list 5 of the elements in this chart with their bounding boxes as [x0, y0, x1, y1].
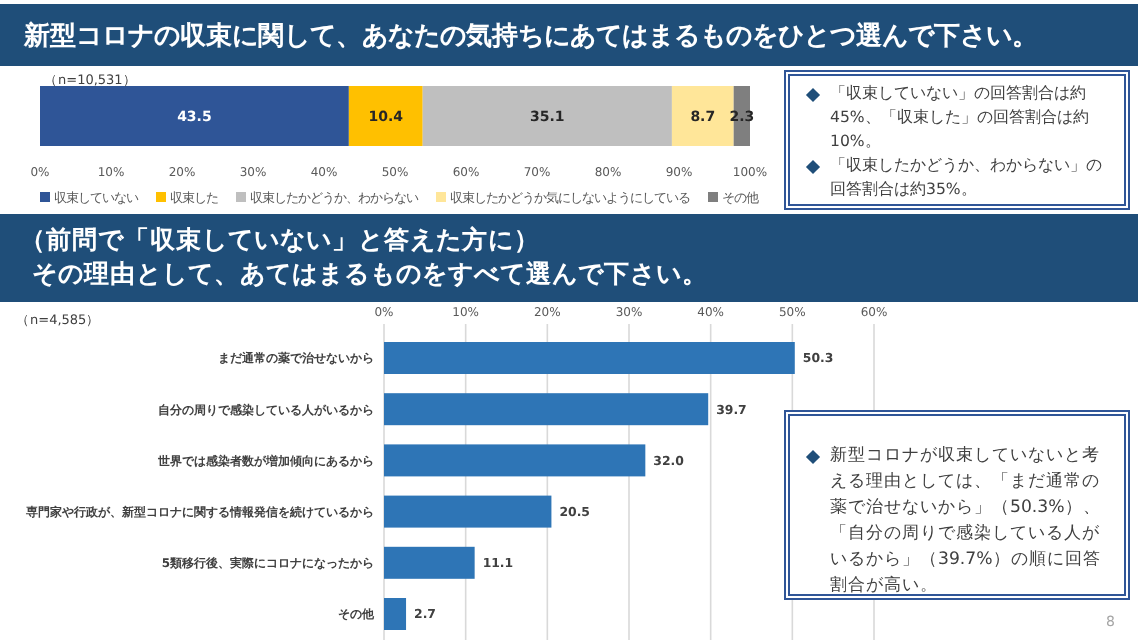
annotation: 新型コロナが収束していないと考える理由としては、「まだ通常の薬で治せないから」（50.3%）、「自分の周りで感染している人がいるから」（39.7%）の順に回答割合が高い。 — [830, 446, 1101, 596]
chart-title: （前問で「収束していない」と答えた方に） — [20, 224, 542, 258]
chart-subtitle: その理由として、あてはまるものをすべて選んで下さい。 — [30, 258, 710, 292]
picture-note-box: 新型コロナが収束していないと考える理由としては、「まだ通常の薬で治せないから」（50.3%）、「自分の周りで感染している人がいるから」（39.7%）の順に回答割合が高い。 — [784, 410, 1130, 600]
chart-title: 新型コロナの収束に関して、あなたの気持ちにあてはまるものをひとつ選んで下さい。 — [24, 19, 1040, 54]
